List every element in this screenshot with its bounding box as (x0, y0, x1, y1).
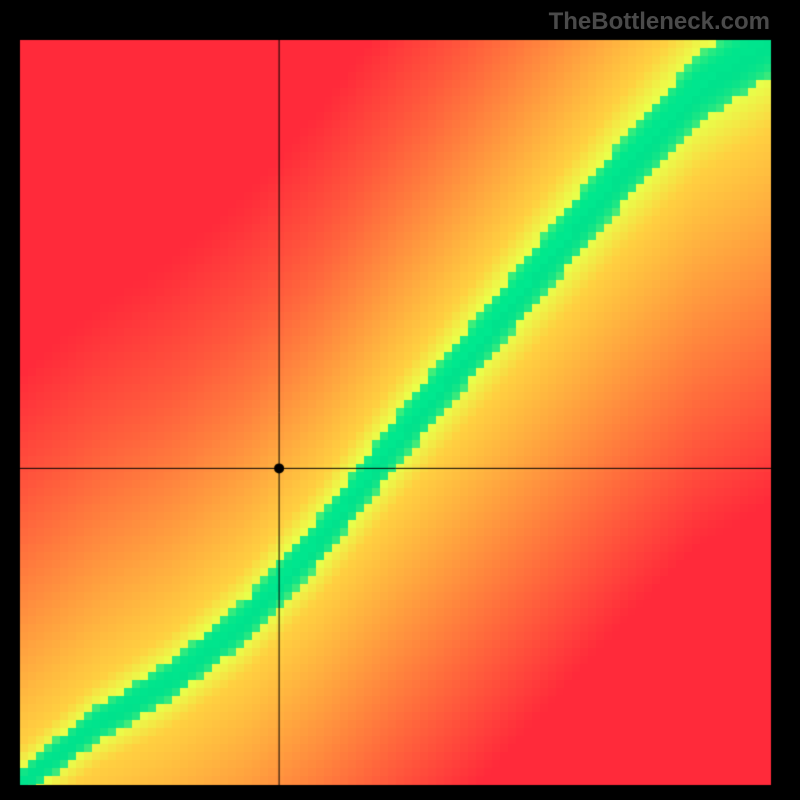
watermark-text: TheBottleneck.com (549, 8, 770, 36)
heatmap-canvas (0, 0, 800, 800)
bottleneck-chart: TheBottleneck.com (0, 0, 800, 800)
